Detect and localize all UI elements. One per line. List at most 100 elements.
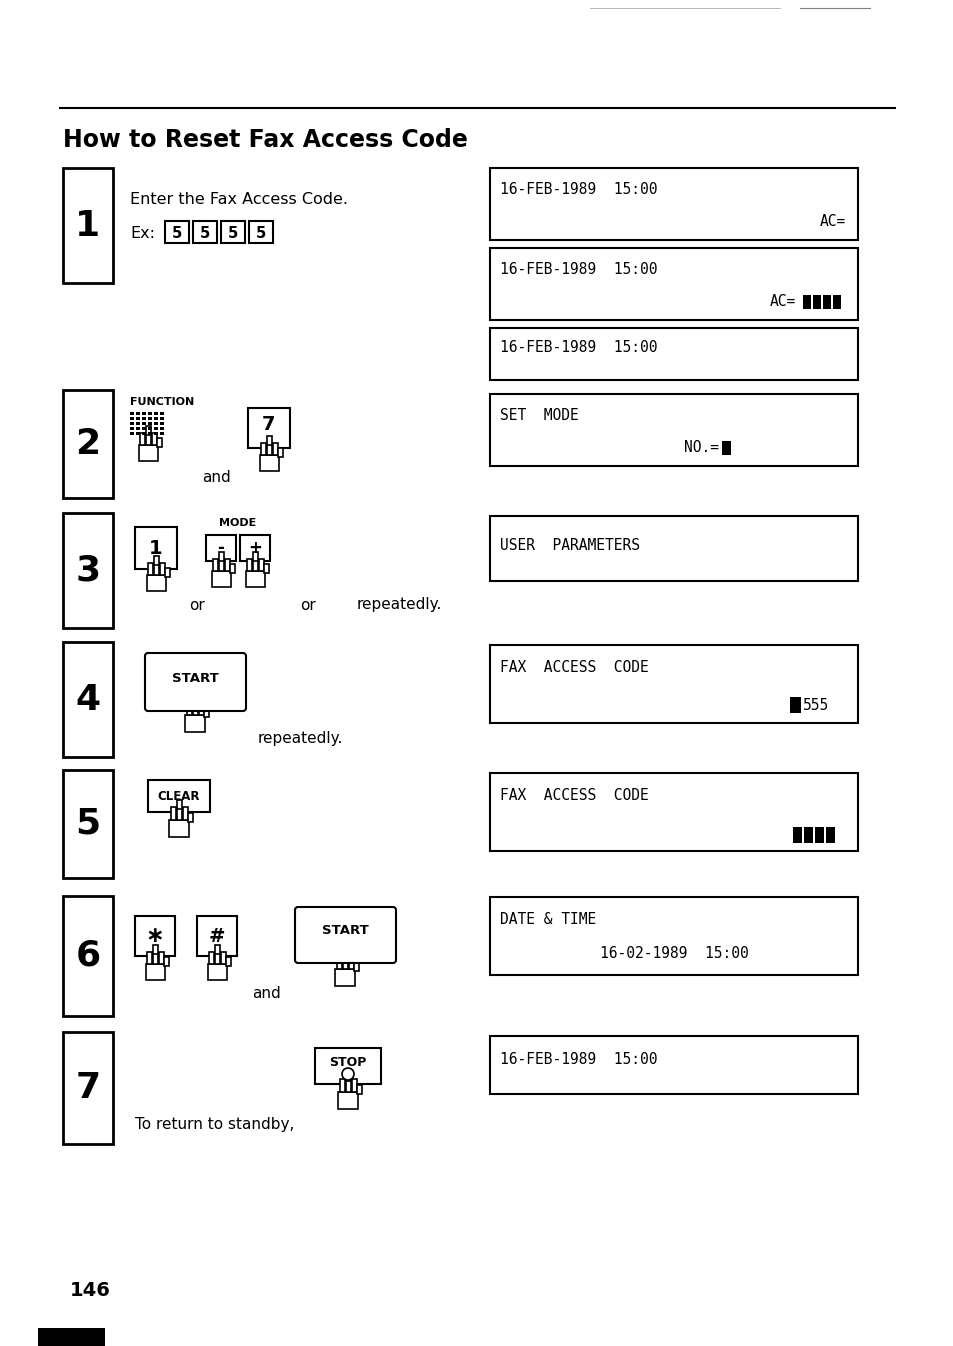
Bar	[187, 703, 192, 715]
Text: or: or	[299, 598, 315, 612]
Bar	[153, 563, 159, 575]
Bar	[196, 917, 236, 956]
Text: 16-FEB-1989  15:00: 16-FEB-1989 15:00	[499, 341, 657, 355]
Text: DATE & TIME: DATE & TIME	[499, 911, 596, 926]
Polygon shape	[38, 1329, 105, 1346]
Bar	[63, 1032, 112, 1144]
Bar	[146, 433, 151, 446]
Bar	[212, 571, 231, 587]
Bar	[356, 1085, 361, 1094]
Bar	[792, 826, 801, 843]
Text: repeatedly.: repeatedly.	[356, 598, 442, 612]
Bar	[130, 417, 133, 420]
Bar	[249, 221, 273, 244]
Bar	[267, 436, 272, 446]
Text: 16-FEB-1989  15:00: 16-FEB-1989 15:00	[499, 183, 657, 198]
Text: 555: 555	[802, 697, 828, 712]
Bar	[146, 425, 151, 435]
Bar	[812, 295, 821, 310]
Bar	[153, 432, 158, 435]
Bar	[208, 964, 227, 980]
Text: 16-FEB-1989  15:00: 16-FEB-1989 15:00	[499, 262, 657, 277]
Bar	[171, 808, 175, 820]
Bar	[148, 412, 152, 415]
Text: 6: 6	[75, 940, 100, 973]
Bar	[63, 896, 112, 1016]
Text: 3: 3	[75, 553, 100, 587]
Bar	[273, 443, 277, 455]
Bar	[160, 427, 164, 429]
Bar	[490, 248, 857, 320]
Bar	[139, 446, 158, 460]
Bar	[63, 770, 112, 878]
Bar	[349, 956, 354, 969]
Bar	[148, 427, 152, 429]
Text: +: +	[248, 538, 262, 557]
Text: USER  PARAMETERS: USER PARAMETERS	[499, 538, 639, 553]
Text: SET  MODE: SET MODE	[499, 408, 578, 424]
Bar	[346, 1079, 351, 1092]
Bar	[148, 423, 152, 425]
Text: 2: 2	[75, 427, 100, 460]
Bar	[230, 564, 234, 573]
Text: ∗: ∗	[146, 926, 164, 946]
Bar	[142, 432, 146, 435]
Bar	[213, 559, 218, 571]
Bar	[260, 455, 278, 471]
Bar	[490, 168, 857, 240]
Bar	[177, 808, 182, 820]
Bar	[153, 412, 158, 415]
Bar	[258, 559, 264, 571]
Bar	[314, 1049, 380, 1084]
Text: repeatedly.: repeatedly.	[257, 731, 343, 747]
Text: 5: 5	[228, 226, 238, 241]
Bar	[188, 813, 193, 822]
Bar	[193, 695, 198, 704]
Bar	[135, 917, 174, 956]
Bar	[490, 516, 857, 581]
Bar	[160, 423, 164, 425]
Bar	[193, 221, 216, 244]
Bar	[335, 969, 355, 987]
Bar	[219, 552, 224, 561]
Bar	[339, 1079, 345, 1092]
Bar	[130, 427, 133, 429]
Bar	[240, 534, 270, 561]
Bar	[165, 221, 189, 244]
Text: 1: 1	[75, 209, 100, 242]
Bar	[146, 964, 165, 980]
Bar	[177, 800, 182, 809]
Bar	[136, 412, 140, 415]
Text: #: #	[209, 926, 225, 945]
Bar	[148, 563, 152, 575]
Bar	[63, 168, 112, 283]
Text: and: and	[202, 471, 231, 486]
Text: CLEAR: CLEAR	[157, 790, 200, 802]
FancyBboxPatch shape	[294, 907, 395, 962]
Bar	[336, 956, 341, 969]
Bar	[822, 295, 830, 310]
Bar	[219, 559, 224, 571]
Text: AC=: AC=	[819, 214, 845, 230]
Bar	[346, 1071, 351, 1081]
Bar	[164, 957, 169, 966]
Bar	[136, 432, 140, 435]
Bar	[221, 221, 245, 244]
Bar	[165, 568, 170, 577]
Bar	[490, 328, 857, 380]
Text: 16-02-1989  15:00: 16-02-1989 15:00	[599, 945, 747, 961]
Text: 16-FEB-1989  15:00: 16-FEB-1989 15:00	[499, 1051, 657, 1066]
Bar	[214, 952, 220, 964]
Bar	[206, 534, 235, 561]
Bar	[130, 423, 133, 425]
Bar	[153, 556, 159, 565]
Bar	[221, 952, 226, 964]
Bar	[248, 408, 290, 448]
Bar	[142, 423, 146, 425]
Bar	[153, 417, 158, 420]
Bar	[337, 1092, 357, 1109]
Bar	[226, 957, 231, 966]
Bar	[209, 952, 213, 964]
Bar	[136, 417, 140, 420]
Text: and: and	[252, 987, 280, 1001]
